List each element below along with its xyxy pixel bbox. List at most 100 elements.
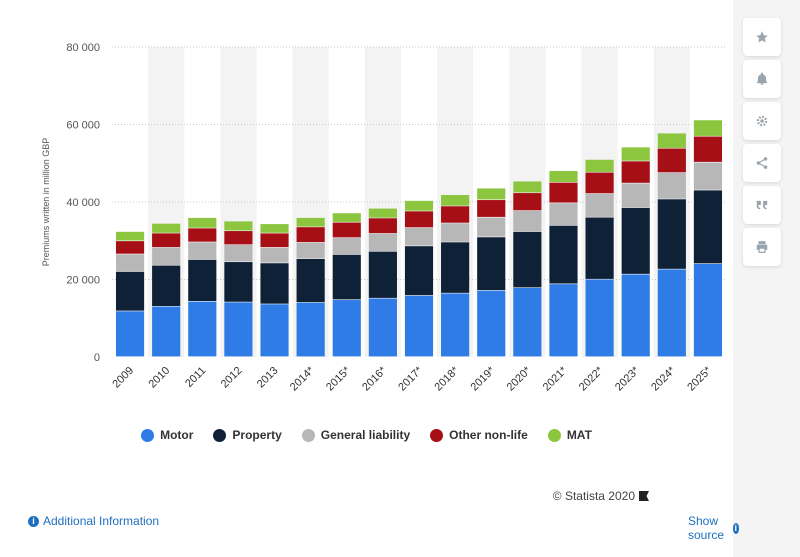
bar-segment — [549, 284, 578, 357]
bar-segment — [693, 162, 723, 190]
x-tick-label: 2022* — [577, 364, 606, 393]
bar-segment — [260, 263, 289, 304]
bar-segment — [657, 269, 686, 357]
legend-item[interactable]: General liability — [301, 428, 411, 442]
bar-segment — [260, 233, 289, 248]
bar-segment — [513, 181, 542, 193]
statista-credit[interactable]: © Statista 2020 — [553, 489, 649, 503]
bar-segment — [188, 242, 217, 260]
y-axis-label: Premiums written in million GBP — [41, 138, 51, 267]
bar-segment — [224, 221, 253, 231]
additional-information-label: Additional Information — [43, 514, 160, 528]
bar-segment — [549, 225, 578, 284]
bar-segment — [224, 245, 253, 262]
bar-segment — [441, 206, 470, 223]
bar-segment — [188, 301, 217, 357]
bar-segment — [152, 265, 181, 307]
x-tick-label: 2014* — [288, 364, 317, 393]
bar-segment — [296, 227, 325, 243]
bar-segment — [152, 233, 181, 248]
y-tick-label: 20 000 — [66, 275, 100, 287]
share-button[interactable] — [743, 144, 781, 182]
info-icon: i — [28, 515, 39, 527]
bar-segment — [404, 200, 434, 211]
star-icon — [756, 31, 768, 43]
legend-swatch — [547, 428, 561, 442]
legend-item[interactable]: MAT — [547, 428, 592, 442]
chart-legend: Motor Property General liability Other non-… — [0, 428, 733, 442]
x-tick-label: 2018* — [432, 364, 461, 393]
bar-segment — [477, 217, 506, 237]
bar-segment — [152, 306, 181, 357]
bar-segment — [621, 207, 650, 274]
favorite-button[interactable] — [743, 18, 781, 56]
bar-segment — [115, 231, 145, 241]
bar-segment — [693, 190, 723, 264]
settings-button[interactable] — [743, 102, 781, 140]
bar-segment — [404, 211, 434, 228]
bar-segment — [368, 233, 397, 251]
bar-segment — [115, 241, 145, 254]
bar-segment — [549, 182, 578, 203]
y-tick-label: 0 — [94, 352, 100, 364]
legend-label: General liability — [320, 428, 411, 442]
legend-item[interactable]: Property — [213, 428, 282, 442]
additional-information-link[interactable]: i Additional Information — [28, 514, 159, 528]
bar-segment — [621, 161, 650, 183]
notification-button[interactable] — [743, 60, 781, 98]
bar-segment — [621, 147, 650, 161]
x-tick-label: 2012 — [219, 365, 245, 391]
x-tick-label: 2020* — [505, 364, 534, 393]
cite-button[interactable] — [743, 186, 781, 224]
bar-segment — [477, 200, 506, 217]
bar-segment — [332, 238, 361, 255]
legend-swatch — [430, 428, 444, 442]
bar-segment — [441, 195, 470, 206]
bar-segment — [332, 300, 361, 357]
bar-segment — [404, 227, 434, 246]
x-tick-label: 2023* — [613, 364, 642, 393]
y-tick-label: 80 000 — [66, 42, 100, 54]
bar-segment — [585, 193, 614, 217]
bar-segment — [296, 258, 325, 303]
x-tick-label: 2021* — [541, 364, 570, 393]
legend-label: Other non-life — [449, 428, 528, 442]
bar-segment — [188, 217, 217, 228]
tool-sidebar — [743, 18, 783, 270]
bar-segment — [404, 246, 434, 296]
bar-segment — [115, 271, 145, 311]
legend-label: Motor — [160, 428, 194, 442]
print-icon — [756, 241, 768, 253]
legend-label: Property — [232, 428, 282, 442]
bar-segment — [368, 208, 397, 218]
show-source-link[interactable]: Show source i — [688, 514, 740, 542]
bar-segment — [585, 172, 614, 194]
legend-item[interactable]: Motor — [141, 428, 193, 442]
bar-segment — [693, 264, 723, 357]
legend-label: MAT — [566, 428, 592, 442]
bar-segment — [657, 172, 686, 199]
bar-segment — [224, 231, 253, 245]
bar-segment — [224, 262, 253, 302]
bar-segment — [585, 159, 614, 172]
bar-segment — [477, 290, 506, 357]
bar-segment — [152, 223, 181, 233]
bar-segment — [296, 302, 325, 357]
stacked-bar-chart: 0 20 000 40 000 60 000 80 000 Premiums writte… — [41, 42, 726, 393]
bar-segment — [621, 183, 650, 208]
bar-segment — [368, 218, 397, 234]
x-tick-label: 2025* — [685, 364, 714, 393]
print-button[interactable] — [743, 228, 781, 266]
bar-segment — [188, 228, 217, 242]
chart-card: 0 20 000 40 000 60 000 80 000 Premiums writte… — [0, 0, 740, 557]
x-tick-label: 2013 — [255, 365, 281, 391]
bar-segment — [332, 254, 361, 300]
bar-segment — [115, 311, 145, 357]
bar-segment — [657, 148, 686, 173]
bar-segment — [368, 298, 397, 357]
legend-item[interactable]: Other non-life — [430, 428, 528, 442]
bar-segment — [477, 237, 506, 291]
bar-segment — [549, 203, 578, 226]
legend-swatch — [301, 428, 315, 442]
bar-segment — [260, 247, 289, 263]
